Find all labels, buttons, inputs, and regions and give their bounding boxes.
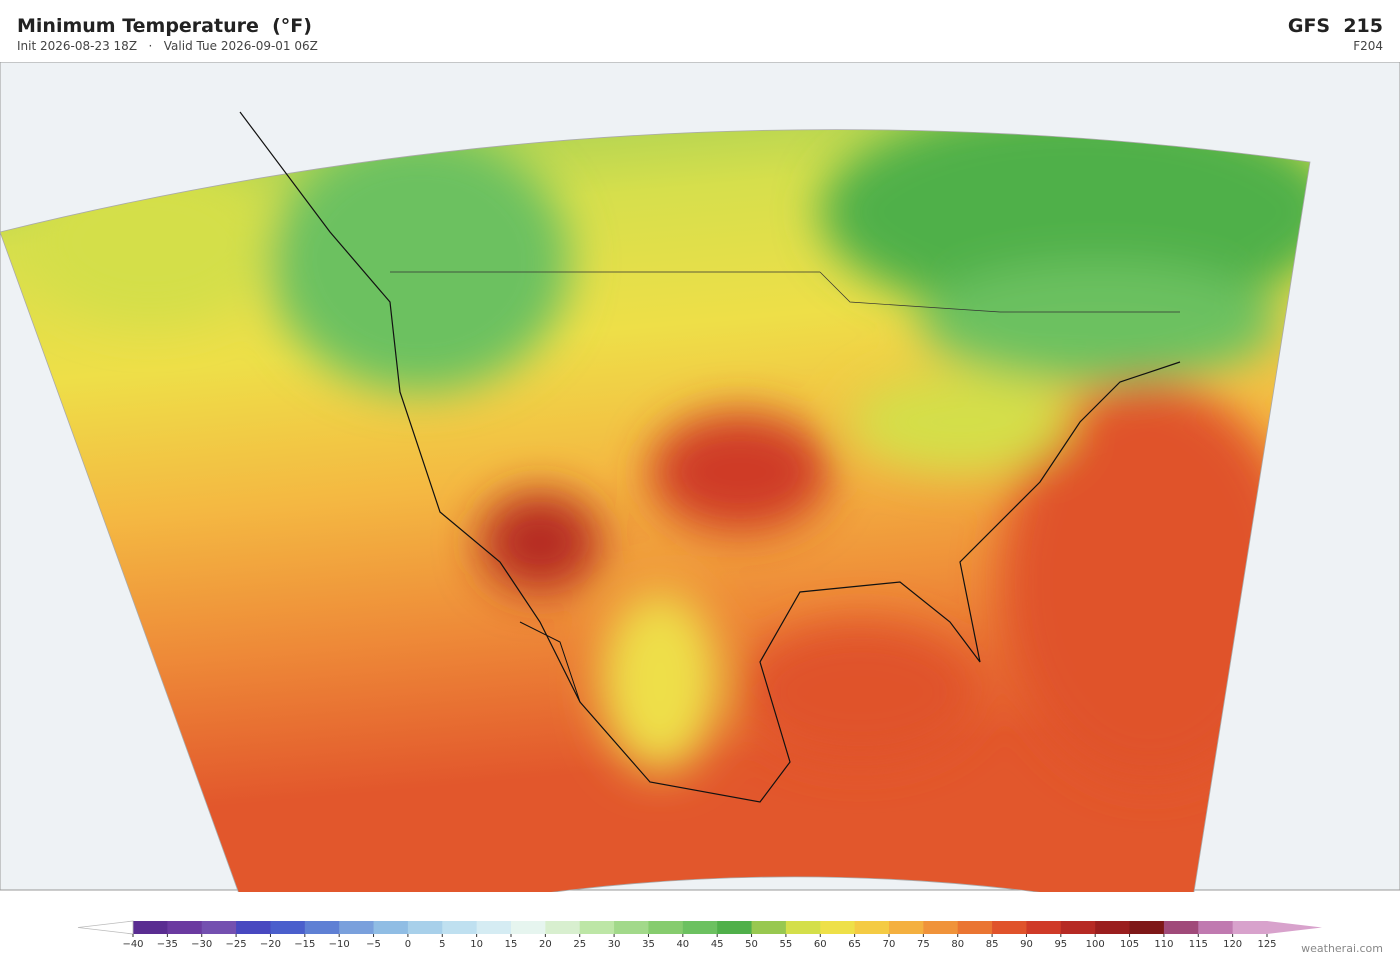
colorbar-tick-label: 90 <box>1020 939 1033 950</box>
valid-time: Valid Tue 2026-09-01 06Z <box>163 39 318 53</box>
colorbar-tick-label: 55 <box>780 939 793 950</box>
color-segment <box>992 921 1027 934</box>
colorbar-tick-label: 15 <box>505 939 518 950</box>
color-segment <box>201 921 237 934</box>
colorbar-tick-label: 5 <box>439 939 445 950</box>
colorbar-tick-label: 25 <box>573 939 586 950</box>
colorbar-tick-label: 100 <box>1086 939 1105 950</box>
credit: weatherai.com <box>1301 942 1383 955</box>
color-segment <box>957 921 993 934</box>
colorbar-tick-label: −20 <box>260 939 281 950</box>
colorbar-tick-label: 30 <box>608 939 621 950</box>
colorbar-extend-high <box>1267 921 1322 934</box>
color-segment <box>511 921 546 934</box>
coastline <box>519 621 581 703</box>
colorbar-tick-label: 120 <box>1223 939 1242 950</box>
colorbar-tick-label: −10 <box>329 939 350 950</box>
colorbar-tick-label: 40 <box>676 939 689 950</box>
color-segment <box>407 921 443 934</box>
color-segment <box>717 921 753 934</box>
color-segment <box>1060 921 1096 934</box>
colorbar: −40 −35 −30 −25 −20 −15 −10 −5 0 5 10 15 20 25 30 35 40 4… <box>77 920 1322 950</box>
colorbar-tick-label: 115 <box>1189 939 1208 950</box>
color-segment <box>167 921 203 934</box>
color-segment <box>133 921 168 934</box>
colorbar-tick-label: 20 <box>539 939 552 950</box>
model-run: GFS 215 <box>1287 15 1383 37</box>
color-segment <box>476 921 512 934</box>
colorbar-tick-label: 60 <box>814 939 827 950</box>
color-segment <box>1232 921 1268 934</box>
colorbar-tick-label: −15 <box>294 939 315 950</box>
color-segment <box>270 921 306 934</box>
colorbar-extend-low <box>77 920 134 935</box>
colorbar-tick-label: 50 <box>745 939 758 950</box>
colorbar-tick-label: 70 <box>883 939 896 950</box>
init-time: Init 2026-08-23 18Z <box>17 39 138 53</box>
color-segment <box>889 921 924 934</box>
color-segment <box>579 921 615 934</box>
color-segment <box>923 921 959 934</box>
temperature-field <box>0 129 1310 892</box>
colorbar-tick-label: −25 <box>226 939 247 950</box>
color-segment <box>1163 921 1199 934</box>
colorbar-tick-label: −40 <box>122 939 143 950</box>
color-segment <box>614 921 649 934</box>
color-segment <box>373 921 409 934</box>
colorbar-tick-label: 95 <box>1054 939 1067 950</box>
colorbar-tick-label: 105 <box>1120 939 1139 950</box>
colorbar-tick-label: 125 <box>1257 939 1276 950</box>
colorbar-tick-label: 35 <box>642 939 655 950</box>
border <box>390 271 1180 313</box>
color-segment <box>682 921 718 934</box>
colorbar-tick-label: 10 <box>470 939 483 950</box>
color-segment <box>751 921 787 934</box>
color-segment <box>785 921 821 934</box>
color-segment <box>1198 921 1234 934</box>
color-segment <box>1095 921 1131 934</box>
color-segment <box>648 921 684 934</box>
color-segment <box>854 921 890 934</box>
color-segment <box>1129 921 1165 934</box>
color-segment <box>1026 921 1062 934</box>
colorbar-tick-label: 65 <box>848 939 861 950</box>
colorbar-tick-label: 75 <box>917 939 930 950</box>
subtitle: Init 2026-08-23 18Z · Valid Tue 2026-09-… <box>17 39 318 53</box>
color-segment <box>820 921 856 934</box>
title: Minimum Temperature (°F) <box>17 15 312 37</box>
colorbar-tick-label: 85 <box>986 939 999 950</box>
colorbar-tick-label: −30 <box>191 939 212 950</box>
map <box>0 62 1400 892</box>
forecast-hour: F204 <box>1353 39 1383 53</box>
colorbar-tick-label: 110 <box>1154 939 1173 950</box>
colorbar-tick-label: 45 <box>711 939 724 950</box>
coastline <box>239 111 1181 803</box>
colorbar-tick-label: −35 <box>157 939 178 950</box>
colorbar-tick-label: 80 <box>951 939 964 950</box>
color-segment <box>236 921 271 934</box>
color-segment <box>442 921 478 934</box>
color-segment <box>545 921 581 934</box>
color-segment <box>339 921 375 934</box>
separator: · <box>148 39 153 53</box>
colorbar-tick-label: −5 <box>366 939 381 950</box>
colorbar-tick-label: 0 <box>405 939 411 950</box>
color-segment <box>304 921 340 934</box>
